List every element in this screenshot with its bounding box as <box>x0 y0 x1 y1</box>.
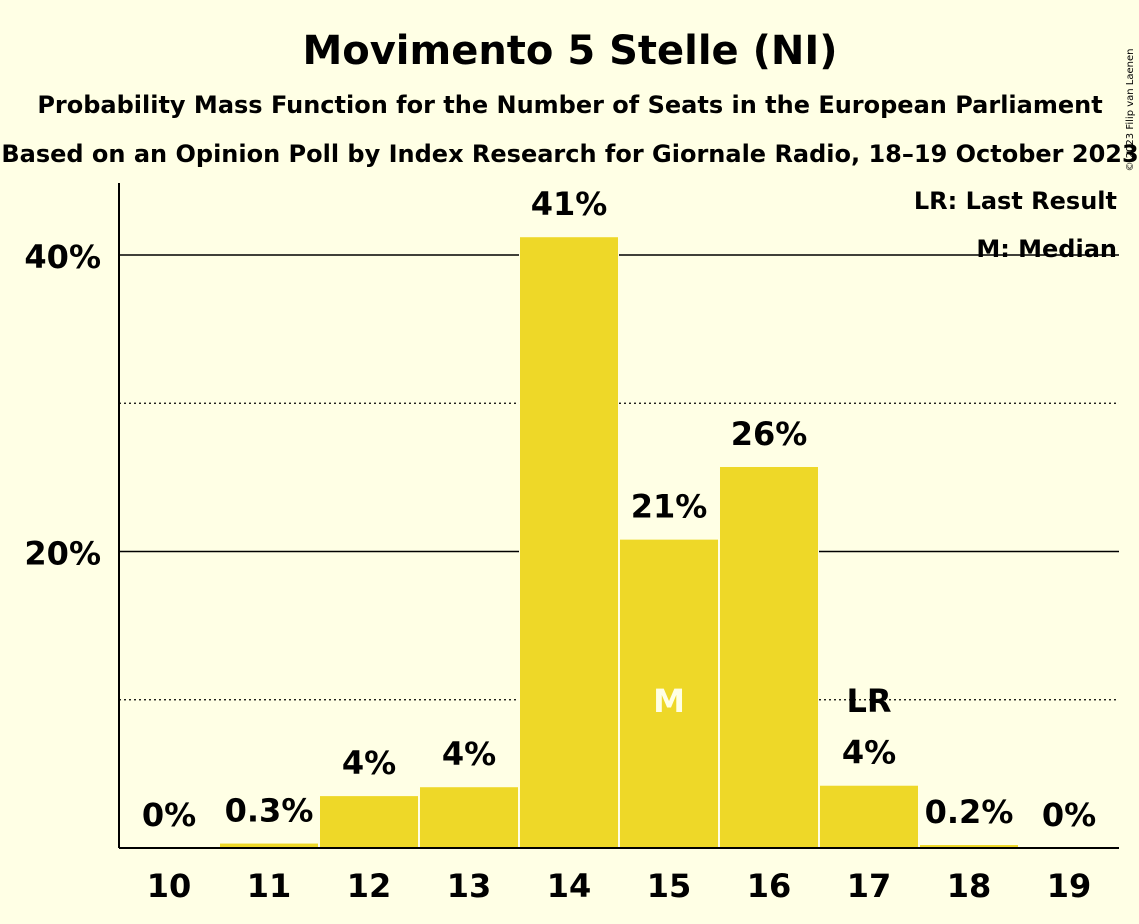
value-label-15: 21% <box>631 488 708 526</box>
x-tick-16: 16 <box>747 867 792 905</box>
bar-14 <box>520 237 618 848</box>
bar-16 <box>720 466 818 848</box>
value-labels: 0% 0.3% 4% 4% 41% 21% M 26% 4% LR 0.2% 0% <box>142 185 1096 834</box>
bar-11 <box>220 843 318 848</box>
value-label-10: 0% <box>142 796 196 834</box>
legend-median: M: Median <box>976 235 1117 263</box>
value-label-11: 0.3% <box>225 792 314 830</box>
y-tick-labels: 20% 40% <box>24 238 101 573</box>
y-tick-40: 40% <box>24 238 101 276</box>
legend-last-result: LR: Last Result <box>914 187 1117 215</box>
value-label-16: 26% <box>731 415 808 453</box>
value-label-19: 0% <box>1042 796 1096 834</box>
last-result-marker: LR <box>846 682 891 720</box>
median-marker: M <box>653 682 685 720</box>
axes <box>118 183 1119 849</box>
bar-18 <box>920 845 1018 848</box>
chart-subtitle-2: Based on an Opinion Poll by Index Resear… <box>1 140 1138 168</box>
x-tick-15: 15 <box>647 867 692 905</box>
x-tick-11: 11 <box>247 867 292 905</box>
x-tick-17: 17 <box>847 867 892 905</box>
bar-17 <box>820 785 918 848</box>
copyright-text: © 2023 Filip van Laenen <box>1125 49 1136 172</box>
x-tick-12: 12 <box>347 867 392 905</box>
x-tick-14: 14 <box>547 867 592 905</box>
bar-13 <box>420 787 518 848</box>
value-label-12: 4% <box>342 744 396 782</box>
x-tick-18: 18 <box>947 867 992 905</box>
chart-title: Movimento 5 Stelle (NI) <box>302 28 837 74</box>
chart-subtitle-1: Probability Mass Function for the Number… <box>37 91 1102 119</box>
x-tick-labels: 10 11 12 13 14 15 16 17 18 19 <box>147 867 1092 905</box>
bar-12 <box>320 796 418 848</box>
value-label-17: 4% <box>842 734 896 772</box>
x-tick-10: 10 <box>147 867 192 905</box>
x-tick-19: 19 <box>1047 867 1092 905</box>
value-label-13: 4% <box>442 735 496 773</box>
value-label-18: 0.2% <box>925 793 1014 831</box>
value-label-14: 41% <box>531 185 608 223</box>
y-tick-20: 20% <box>24 535 101 573</box>
bars <box>219 236 1019 848</box>
bar-15 <box>620 539 718 848</box>
x-tick-13: 13 <box>447 867 492 905</box>
